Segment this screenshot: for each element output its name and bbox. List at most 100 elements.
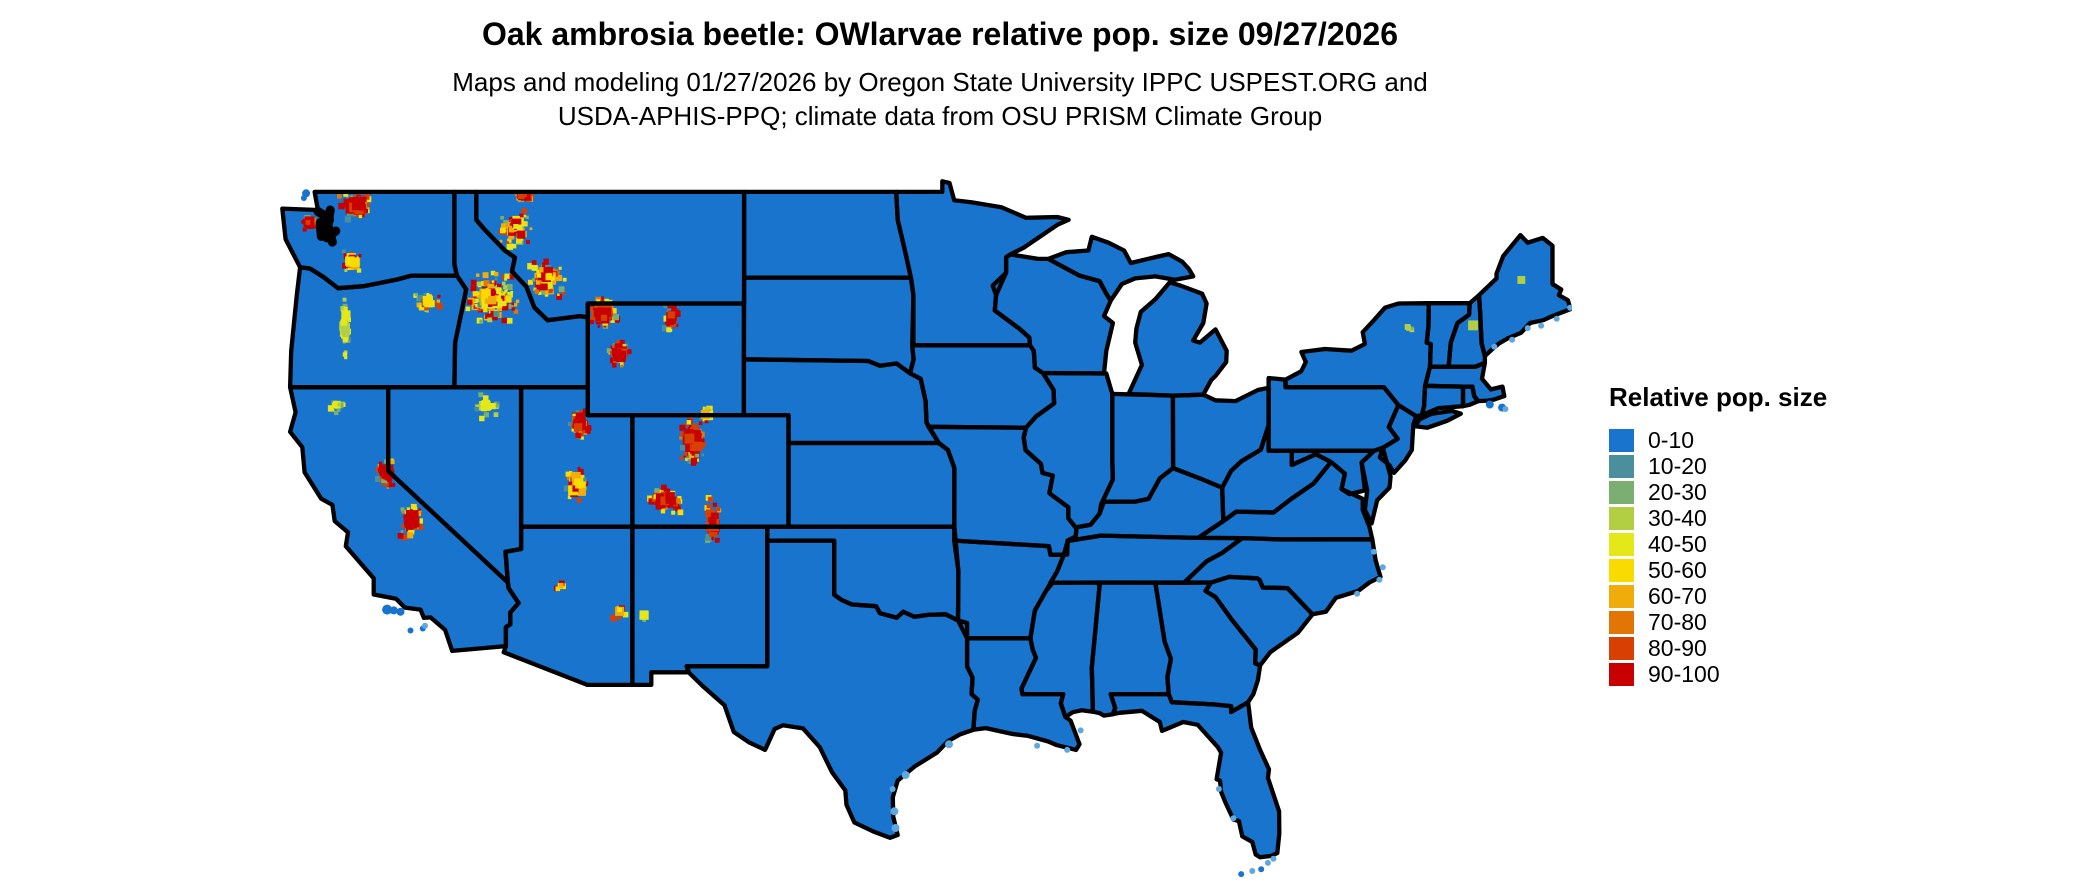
hotspot-cell xyxy=(401,534,408,541)
state-mn xyxy=(896,181,1069,346)
hotspot-cell xyxy=(596,299,600,303)
hotspot-cell xyxy=(500,216,504,220)
hotspot-cell xyxy=(343,306,348,311)
hotspot-cell xyxy=(511,302,514,306)
legend-label: 60-70 xyxy=(1648,582,1707,609)
hotspot-cell xyxy=(698,421,703,425)
hotspot-cell xyxy=(487,302,493,307)
island-dot xyxy=(1215,786,1222,792)
hotspot-cell xyxy=(488,296,497,305)
hotspot-cell xyxy=(494,272,499,277)
hotspot-cell xyxy=(490,270,496,276)
hotspot-cell xyxy=(416,302,422,308)
hotspot-cell xyxy=(680,431,684,436)
legend-label: 30-40 xyxy=(1648,504,1707,531)
state-ms xyxy=(1021,582,1100,717)
state-wv xyxy=(1222,425,1331,522)
legend-item: 80-90 xyxy=(1609,635,1827,661)
hotspot-cell xyxy=(424,306,429,311)
island-dot xyxy=(1524,325,1531,332)
hotspot-cell xyxy=(667,308,671,313)
hotspot-cell xyxy=(417,518,423,524)
hotspot-cell xyxy=(470,285,477,292)
hotspot-cell xyxy=(688,453,695,459)
state-me xyxy=(1479,235,1571,356)
hotspot-cell xyxy=(674,310,681,317)
hotspot-cell xyxy=(531,264,538,271)
hotspot-cell xyxy=(436,302,443,310)
state-nd xyxy=(744,191,911,278)
island-dot xyxy=(1553,315,1560,322)
hotspot-cell xyxy=(704,407,710,412)
hotspot-cell xyxy=(500,302,509,311)
hotspot-cell xyxy=(686,420,692,425)
hotspot-cell xyxy=(465,306,471,312)
hotspot-cell xyxy=(338,202,345,210)
hotspot-cell xyxy=(474,298,479,304)
island-dot xyxy=(1379,564,1386,571)
state-nv xyxy=(388,387,522,583)
hotspot-cell xyxy=(374,476,381,482)
hotspot-cell xyxy=(531,260,537,265)
hotspot-cell xyxy=(533,287,537,291)
hotspot-cell xyxy=(603,309,610,316)
state-pa xyxy=(1268,378,1399,451)
hotspot-cell xyxy=(340,325,350,336)
hotspot-cell xyxy=(337,194,342,199)
hotspot-cell xyxy=(482,306,487,311)
hotspot-cell xyxy=(523,214,527,218)
hotspot-cell xyxy=(544,279,553,288)
island-dot xyxy=(389,606,398,615)
hotspot-cell xyxy=(491,280,495,284)
hotspot-cell xyxy=(504,273,510,279)
hotspot-cell xyxy=(692,423,698,429)
hotspot-cell xyxy=(400,507,405,512)
hotspot-cell xyxy=(340,319,348,326)
hotspot-cell xyxy=(577,487,586,496)
hotspot-cell xyxy=(342,333,349,340)
hotspot-cell xyxy=(338,402,344,409)
island-dot xyxy=(1376,576,1383,583)
hotspot-cell xyxy=(577,468,584,475)
hotspot-cell xyxy=(336,408,341,412)
hotspot-cell xyxy=(483,280,490,286)
hotspot-cell xyxy=(1410,326,1414,330)
hotspot-cell xyxy=(682,431,687,436)
hotspot-cell xyxy=(511,307,515,311)
state-border-up xyxy=(1046,234,1196,303)
island-dot xyxy=(1509,336,1516,343)
hotspot-cell xyxy=(666,327,672,333)
legend-item: 60-70 xyxy=(1609,583,1827,609)
island-dot xyxy=(1230,815,1237,822)
hotspot-cell xyxy=(666,315,675,323)
hotspot-cell xyxy=(597,307,605,314)
hotspot-cell xyxy=(481,289,491,299)
hotspot-cell xyxy=(575,481,583,489)
hotspot-cell xyxy=(580,436,584,440)
hotspot-cell xyxy=(343,192,349,197)
hotspot-cell xyxy=(423,293,427,297)
puget-sound-blob xyxy=(322,213,334,226)
hotspot-cell xyxy=(352,202,360,211)
hotspot-cell xyxy=(497,306,502,312)
island-dot xyxy=(891,824,900,832)
legend-item: 20-30 xyxy=(1609,479,1827,505)
legend-label: 90-100 xyxy=(1648,660,1720,687)
hotspot-cell xyxy=(655,503,662,510)
hotspot-cell xyxy=(1468,320,1478,331)
hotspot-cell xyxy=(620,364,623,368)
hotspot-cell xyxy=(521,208,528,214)
hotspot-cell xyxy=(511,243,517,249)
island-dot xyxy=(1485,400,1494,409)
hotspot-cell xyxy=(345,267,349,270)
state-sd xyxy=(743,277,914,374)
hotspot-cell xyxy=(579,432,584,437)
hotspot-cell xyxy=(487,283,495,291)
island-dot xyxy=(1270,855,1277,862)
hotspot-cell xyxy=(342,249,346,254)
hotspot-cell xyxy=(408,528,415,535)
hotspot-cell xyxy=(351,198,358,205)
hotspot-cell xyxy=(577,467,581,470)
hotspot-cell xyxy=(513,309,519,314)
coastal-features xyxy=(300,189,1572,878)
